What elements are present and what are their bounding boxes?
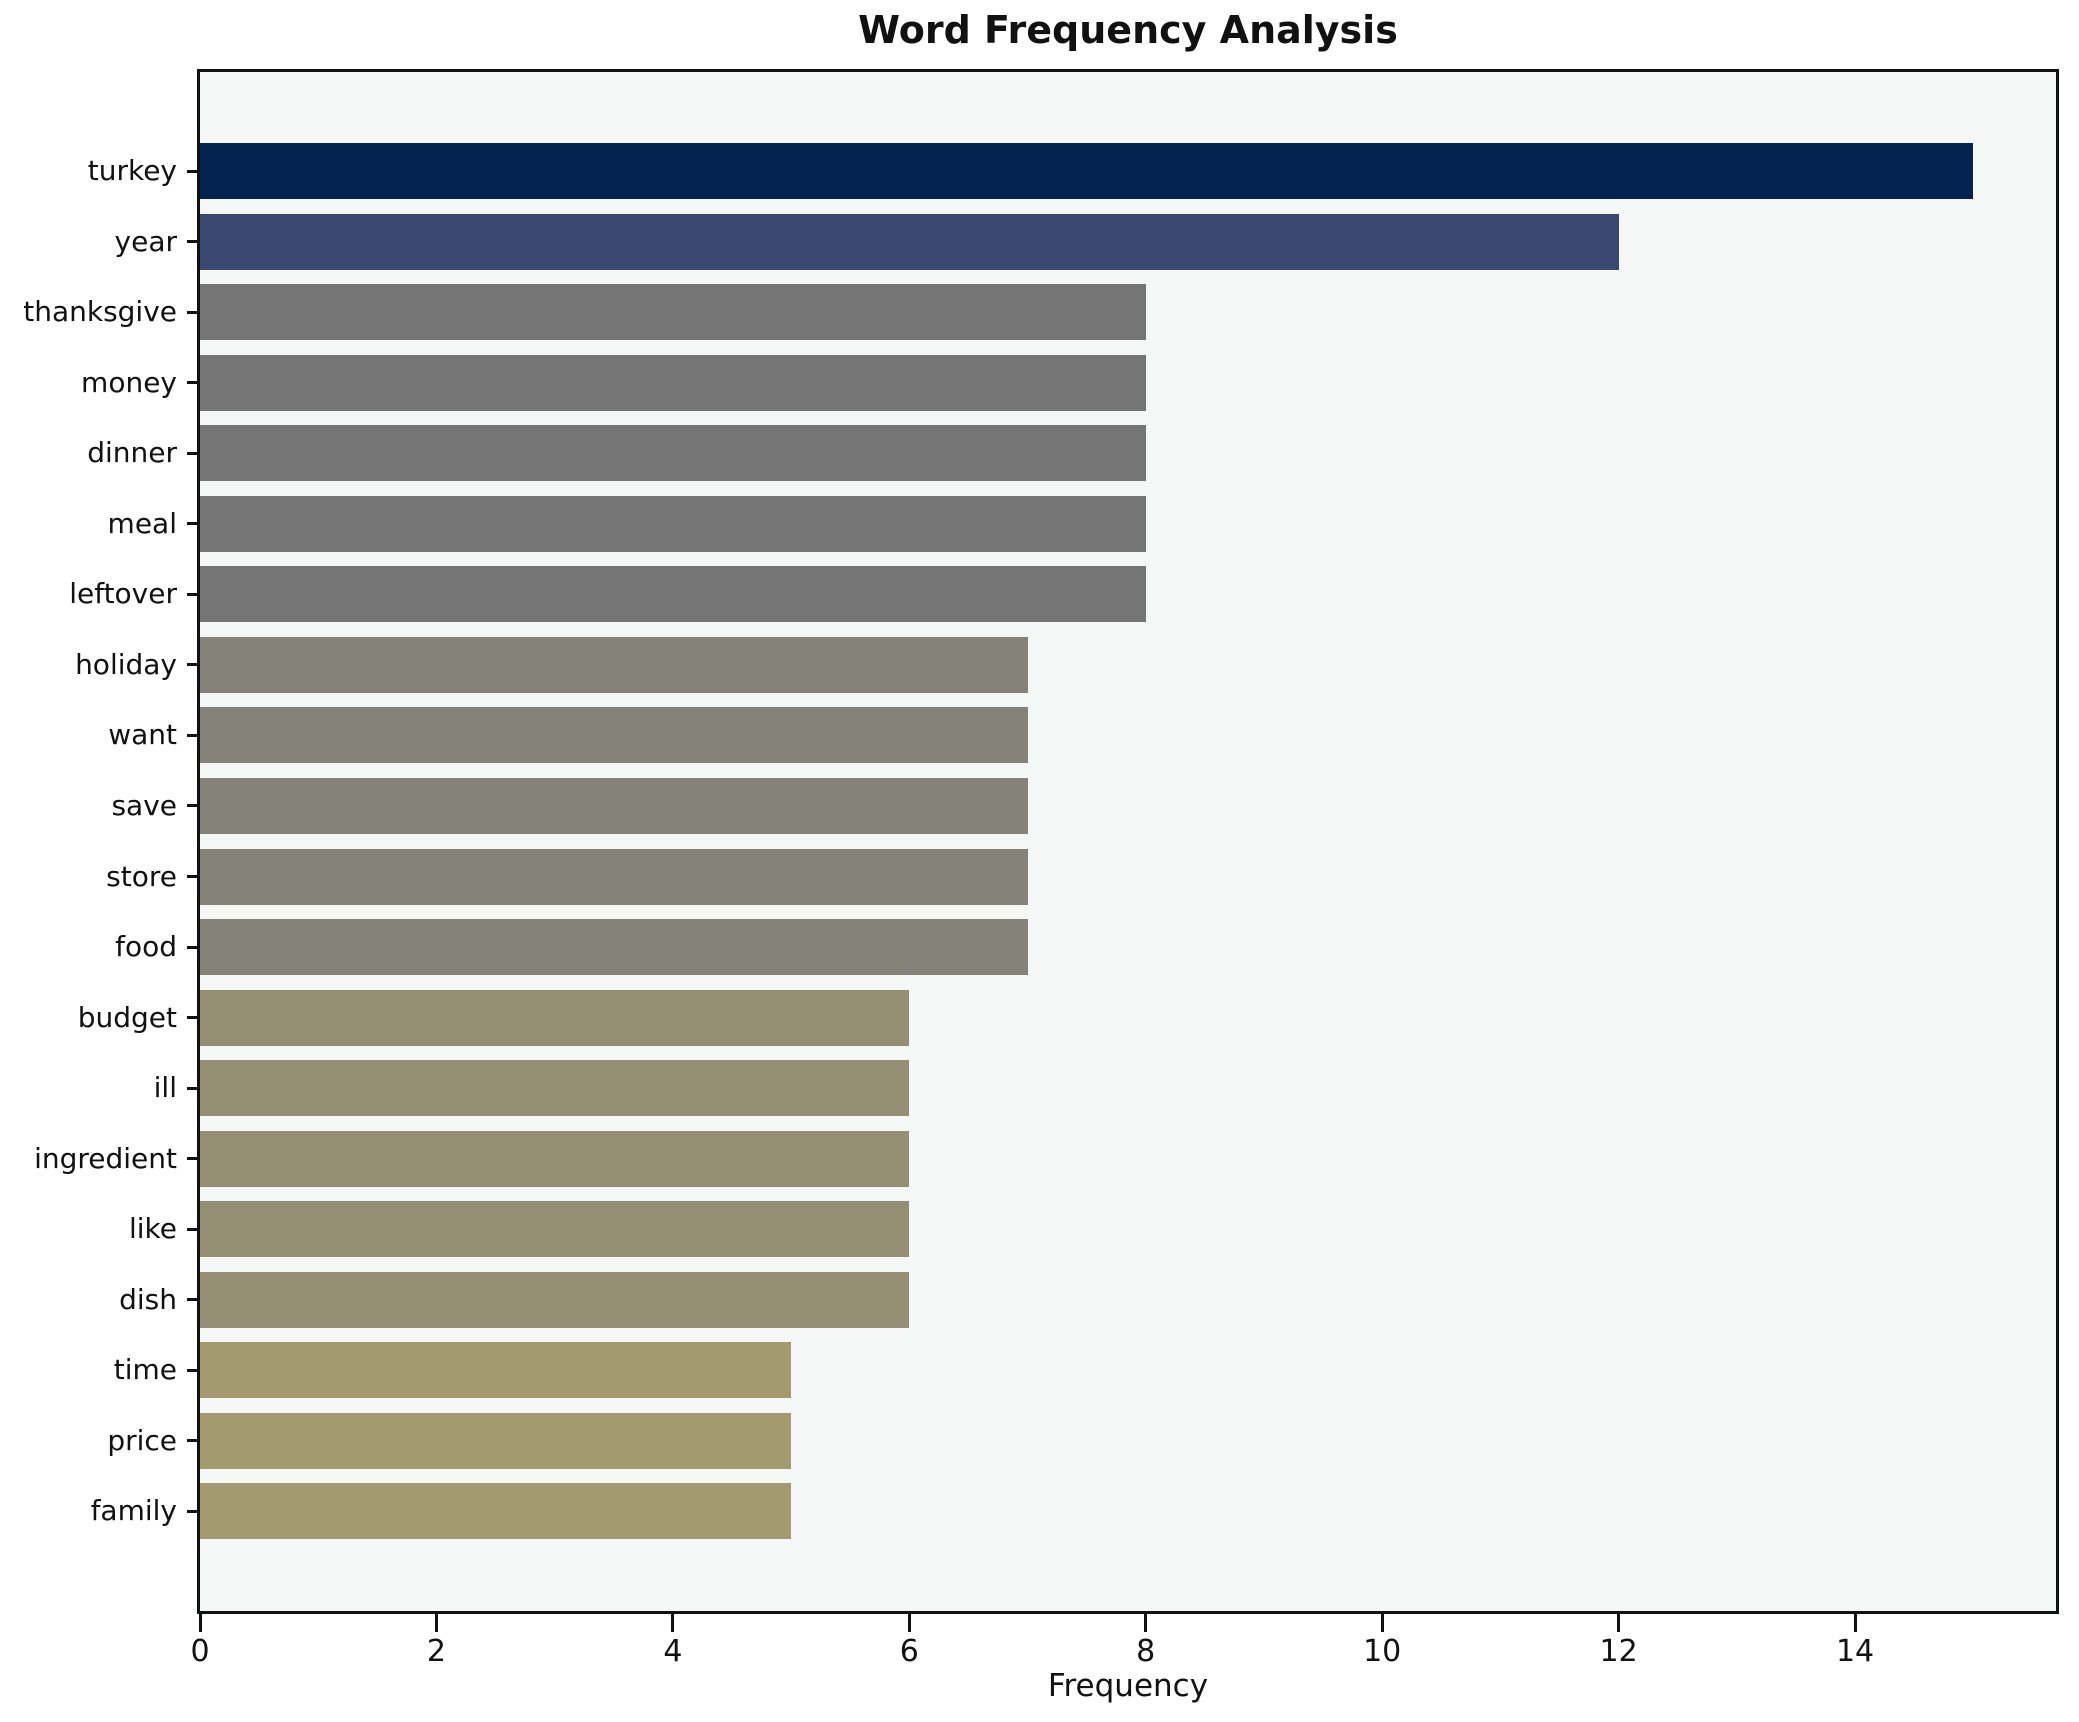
y-tick-label-turkey: turkey [87,154,177,187]
x-tick-mark [1380,1614,1384,1632]
y-tick-mark [187,945,197,949]
y-tick-mark [187,875,197,878]
bar-like [200,1201,910,1258]
y-tick-mark [187,592,197,596]
plot-area [197,69,2059,1614]
y-tick-label-price: price [107,1423,177,1457]
x-tick-mark [434,1614,438,1632]
bar-food [200,919,1028,976]
y-tick-label-money: money [81,365,177,399]
bar-dinner [200,425,1146,482]
bar-meal [200,495,1146,552]
x-tick-mark [907,1614,911,1632]
y-tick-label-thanksgive: thanksgive [23,295,177,329]
x-tick-mark [1853,1614,1857,1632]
y-tick-label-holiday: holiday [75,647,177,681]
bar-family [200,1483,792,1540]
y-tick-mark [187,1368,197,1372]
x-tick-label-4: 4 [663,1634,683,1669]
bar-budget [200,989,910,1046]
y-tick-label-ingredient: ingredient [34,1141,177,1175]
y-tick-label-dish: dish [119,1282,177,1316]
bar-save [200,777,1028,834]
y-tick-label-ill: ill [153,1071,177,1105]
bar-holiday [200,636,1028,693]
bar-price [200,1412,792,1469]
bar-ill [200,1060,910,1117]
y-tick-label-food: food [115,930,177,964]
y-tick-mark [187,1086,197,1090]
chart-title: Word Frequency Analysis [858,8,1398,52]
y-tick-mark [187,733,197,737]
x-tick-mark [671,1614,675,1632]
bars-container [200,72,2056,1611]
y-tick-mark [187,522,197,526]
x-axis-title: Frequency [1047,1668,1209,1704]
x-tick-label-12: 12 [1599,1634,1638,1669]
y-tick-label-leftover: leftover [69,577,177,611]
x-tick-label-0: 0 [190,1634,210,1669]
y-tick-mark [187,240,197,244]
bar-store [200,848,1028,905]
x-tick-mark [1617,1614,1621,1632]
bar-want [200,707,1028,764]
y-tick-mark [187,381,197,385]
bar-year [200,213,1619,270]
y-tick-mark [187,169,197,173]
y-tick-label-meal: meal [107,506,177,540]
x-tick-label-8: 8 [1136,1634,1156,1669]
bar-dish [200,1271,910,1328]
y-tick-label-time: time [113,1353,177,1387]
x-tick-mark [1144,1614,1148,1632]
y-tick-mark [187,1509,197,1513]
y-tick-label-store: store [106,859,177,893]
y-tick-mark [187,804,197,808]
bar-money [200,354,1146,411]
y-tick-label-save: save [111,788,177,822]
x-tick-label-6: 6 [899,1634,919,1669]
y-tick-label-like: like [128,1212,177,1246]
y-tick-mark [187,1227,197,1231]
x-tick-label-2: 2 [426,1634,446,1669]
bar-ingredient [200,1130,910,1187]
bar-turkey [200,143,1974,199]
y-tick-label-family: family [90,1494,177,1528]
y-tick-label-budget: budget [77,1000,177,1034]
y-tick-label-year: year [114,224,177,258]
y-tick-label-dinner: dinner [87,436,177,470]
x-tick-label-14: 14 [1835,1634,1875,1669]
y-tick-mark [187,1439,197,1443]
y-tick-mark [187,310,197,314]
y-tick-label-want: want [108,718,177,752]
x-tick-mark [198,1614,202,1632]
bar-time [200,1342,792,1399]
x-tick-label-10: 10 [1363,1634,1402,1669]
y-tick-mark [187,1298,197,1302]
y-tick-mark [187,663,197,667]
y-tick-mark [187,1157,197,1161]
y-tick-mark [187,1016,197,1020]
bar-leftover [200,566,1146,623]
y-tick-mark [187,451,197,455]
bar-thanksgive [200,284,1146,341]
